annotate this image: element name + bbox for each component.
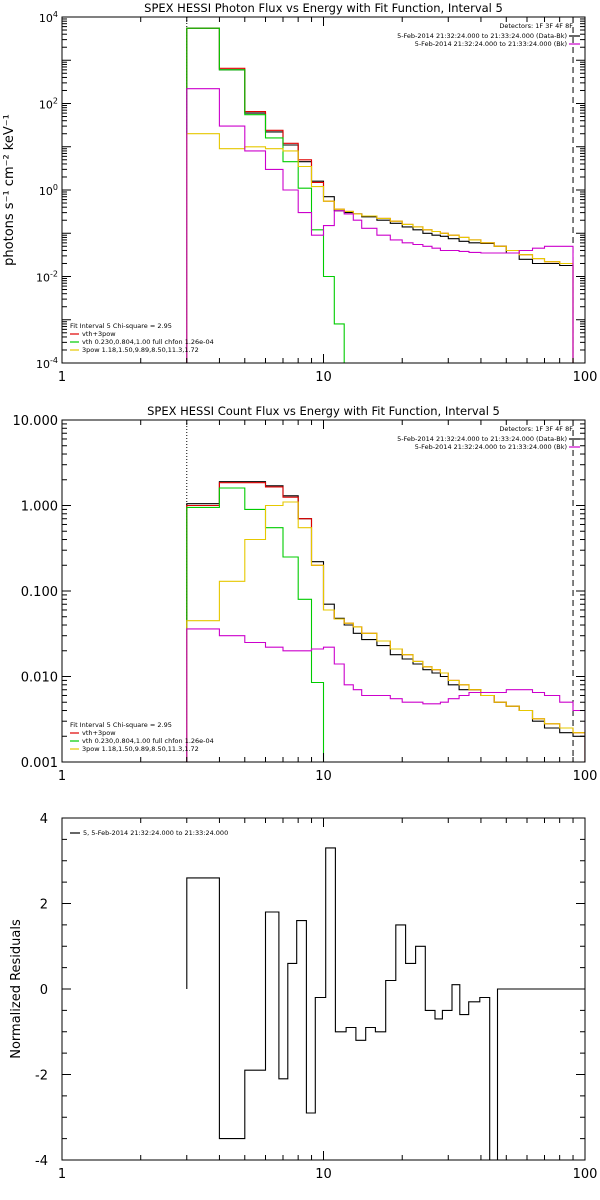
legend-label: vth+3pow [82,729,116,737]
series-3pow [186,133,574,363]
series-data-bk [186,481,585,762]
series-vth [186,487,325,762]
legend-label: 5-Feb-2014 21:32:24.000 to 21:33:24.000 … [415,40,567,48]
chart-title: SPEX HESSI Photon Flux vs Energy with Fi… [144,1,503,15]
series-bk [186,628,585,762]
photon-flux-panel: SPEX HESSI Photon Flux vs Energy with Fi… [2,1,597,385]
x-tick-label: 1 [58,1167,66,1182]
y-tick-label: 1.000 [21,500,58,515]
x-tick-label: 100 [573,769,598,784]
chart-title: SPEX HESSI Count Flux vs Energy with Fit… [147,404,500,418]
series-vth-3pow [186,482,585,762]
detectors-label: Detectors: 1F 3F 4F 8F [499,425,573,433]
y-tick-label: -4 [35,1154,48,1169]
series-3pow [186,501,585,762]
legend-label: 5-Feb-2014 21:32:24.000 to 21:33:24.000 … [415,443,567,451]
y-tick-label: 10-4 [36,356,58,371]
y-tick-label: 2 [40,898,48,913]
x-tick-label: 10 [315,1167,332,1182]
fit-title: Fit Interval 5 Chi-square = 2.95 [70,322,172,330]
y-tick-label: 0.100 [21,585,58,600]
detectors-label: Detectors: 1F 3F 4F 8F [499,22,573,30]
y-tick-label: 0.001 [21,756,58,771]
legend-label: 3pow 1.18,1.50,9.89,8.50,11.3,1.72 [82,745,199,753]
series-vth [186,27,354,363]
y-tick-label: 4 [40,812,48,827]
y-tick-label: 0 [40,983,48,998]
x-tick-label: 10 [315,370,332,385]
y-tick-label: 0.010 [21,671,58,686]
x-tick-label: 1 [58,370,66,385]
y-tick-label: 104 [39,10,58,25]
y-tick-label: 102 [39,97,58,112]
residuals-panel: 1 10 100 -4 -2 0 2 4 Normalized Residuals 5, 5-Fe… [9,812,597,1182]
legend-label: vth 0.230,0.804,1.00 full chfon 1.26e-04 [82,737,214,745]
series-bk [186,88,574,363]
y-tick-label: -2 [35,1069,48,1084]
fit-title: Fit Interval 5 Chi-square = 2.95 [70,721,172,729]
legend-label: vth+3pow [82,330,116,338]
x-tick-label: 100 [573,1167,598,1182]
count-flux-panel: SPEX HESSI Count Flux vs Energy with Fit… [13,404,598,784]
y-tick-label: 100 [39,183,58,198]
x-tick-label: 1 [58,769,66,784]
y-axis-label: photons s⁻¹ cm⁻² keV⁻¹ [2,114,17,266]
y-tick-label: 10-2 [36,270,58,285]
x-tick-label: 10 [315,769,332,784]
y-axis-label: Normalized Residuals [9,919,24,1059]
x-tick-label: 100 [573,370,598,385]
legend-label: vth 0.230,0.804,1.00 full chfon 1.26e-04 [82,338,214,346]
legend-label: 3pow 1.18,1.50,9.89,8.50,11.3,1.72 [82,346,199,354]
legend-label: 5-Feb-2014 21:32:24.000 to 21:33:24.000 … [397,32,567,40]
legend-label: 5-Feb-2014 21:32:24.000 to 21:33:24.000 … [397,435,567,443]
series-residuals [186,847,585,1160]
y-tick-label: 10.000 [13,414,59,429]
legend-label: 5, 5-Feb-2014 21:32:24.000 to 21:33:24.0… [83,829,228,837]
